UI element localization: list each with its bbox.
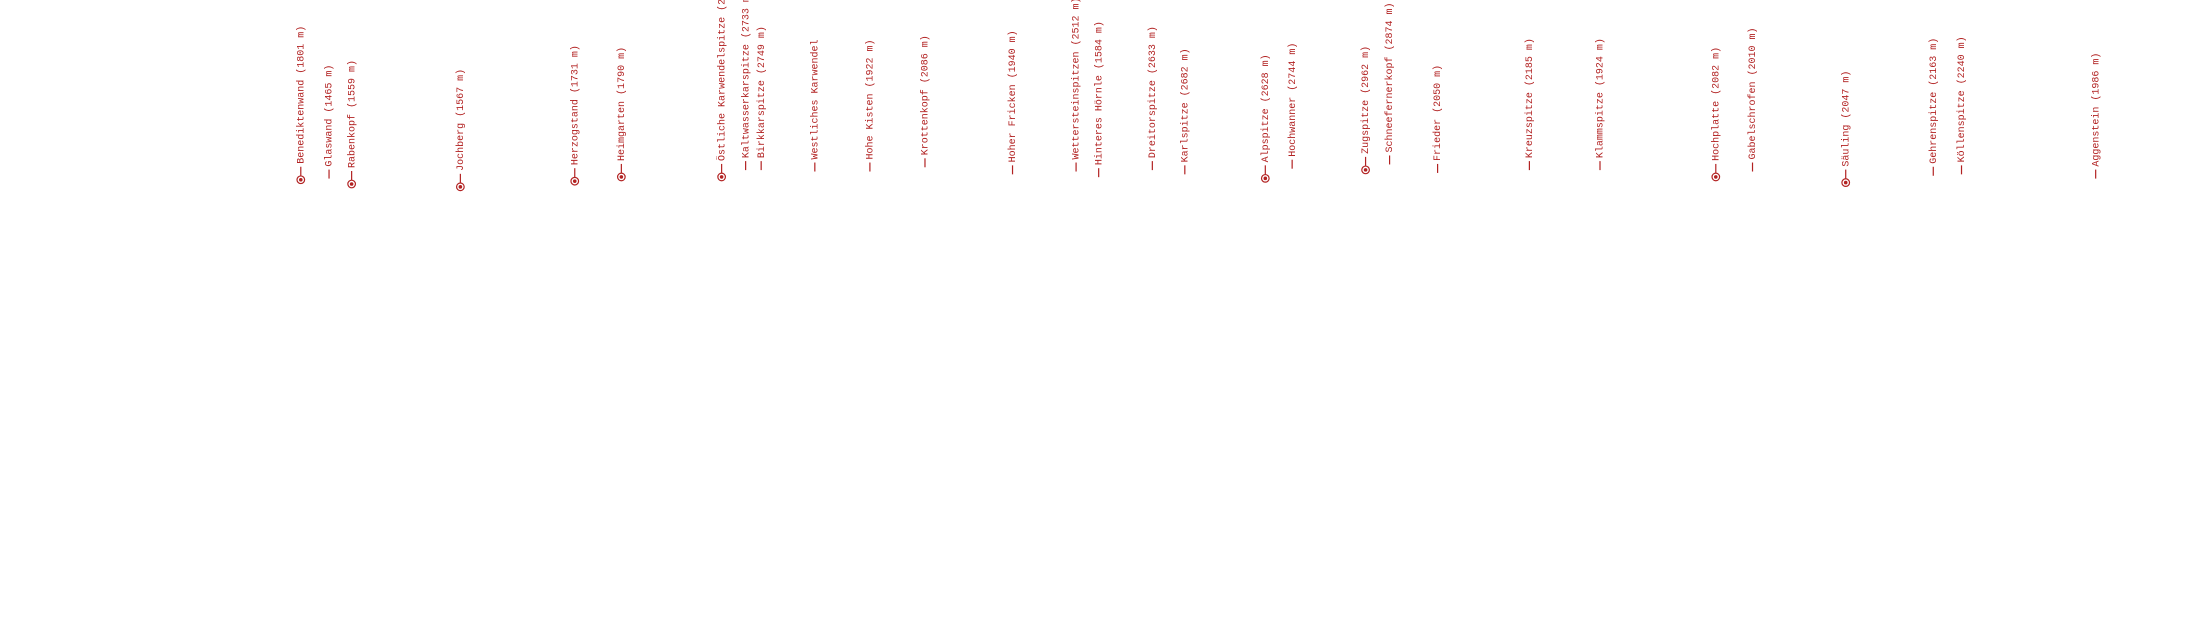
peak-label: Wettersteinspitzen (2512 m) — [1071, 0, 1083, 160]
peak-label: Aggenstein (1986 m) — [2090, 53, 2102, 167]
peak-marker-dot — [1263, 176, 1268, 181]
peak-marker — [296, 175, 306, 185]
peak-label: Hohe Kisten (1922 m) — [865, 39, 877, 159]
peak-label: Heimgarten (1790 m) — [616, 47, 628, 161]
peak-label: Frieder (2050 m) — [1432, 65, 1444, 161]
peak-label: Alpspitze (2628 m) — [1260, 54, 1272, 162]
peak-label: Krottenkopf (2086 m) — [920, 35, 932, 155]
peak-label: Hinteres Hörnle (1584 m) — [1093, 21, 1105, 165]
peak-marker-dot — [1713, 175, 1718, 179]
peak-label: Hochwanner (2744 m) — [1287, 43, 1299, 157]
peak-marker-dot — [458, 185, 463, 189]
peak-label: Rabenkopf (1559 m) — [346, 60, 358, 168]
peak-label: Herzogstand (1731 m) — [569, 45, 581, 165]
peak-marker-dot — [1363, 168, 1368, 172]
peak-marker — [347, 179, 357, 189]
peak-marker-dot — [719, 175, 724, 179]
peak-label: Hochplatte (2082 m) — [1710, 47, 1722, 161]
peak-label: Westliches Karwendel — [809, 39, 821, 159]
peak-label: Dreitorspitze (2633 m) — [1147, 26, 1159, 158]
peak-marker-dot — [349, 182, 354, 186]
peak-label: Gehrenspitze (2163 m) — [1928, 38, 1940, 164]
peak-marker — [455, 182, 465, 192]
peak-marker — [570, 176, 580, 186]
peak-marker-dot — [572, 179, 577, 183]
peak-marker — [1711, 172, 1721, 182]
peak-label: Hoher Fricken (1940 m) — [1007, 30, 1019, 162]
peak-label: Benediktenwand (1801 m) — [295, 26, 307, 164]
peak-label: Birkkarspitze (2749 m) — [756, 26, 768, 158]
peak-marker-dot — [619, 175, 624, 179]
peak-label: Schneefernerkopf (2874 m) — [1384, 2, 1396, 152]
peak-label: Jochberg (1567 m) — [455, 69, 467, 171]
peak-marker — [1841, 178, 1851, 187]
peak-marker-dot — [1843, 180, 1848, 185]
peak-label: Östliche Karwendelspitze (2537 m) — [715, 0, 728, 161]
peak-marker — [616, 172, 626, 182]
peak-label: Klammspitze (1924 m) — [1595, 38, 1607, 158]
peak-label: Säuling (2047 m) — [1840, 71, 1852, 167]
peak-marker-dot — [298, 177, 303, 182]
peak-marker — [717, 172, 727, 182]
peak-label: Karlspitze (2682 m) — [1179, 48, 1191, 162]
peak-marker — [1260, 173, 1270, 183]
peak-label: Glaswand (1465 m) — [324, 65, 336, 167]
peak-label: Gabelschrofen (2010 m) — [1747, 27, 1759, 159]
peak-label: Zugspitze (2962 m) — [1360, 46, 1372, 154]
peak-label: Köllenspitze (2240 m) — [1956, 36, 1968, 162]
peak-label: Kaltwasserkarspitze (2733 m) — [740, 0, 752, 158]
peak-label: Kreuzspitze (2185 m) — [1524, 38, 1536, 158]
peak-marker — [1361, 165, 1370, 175]
